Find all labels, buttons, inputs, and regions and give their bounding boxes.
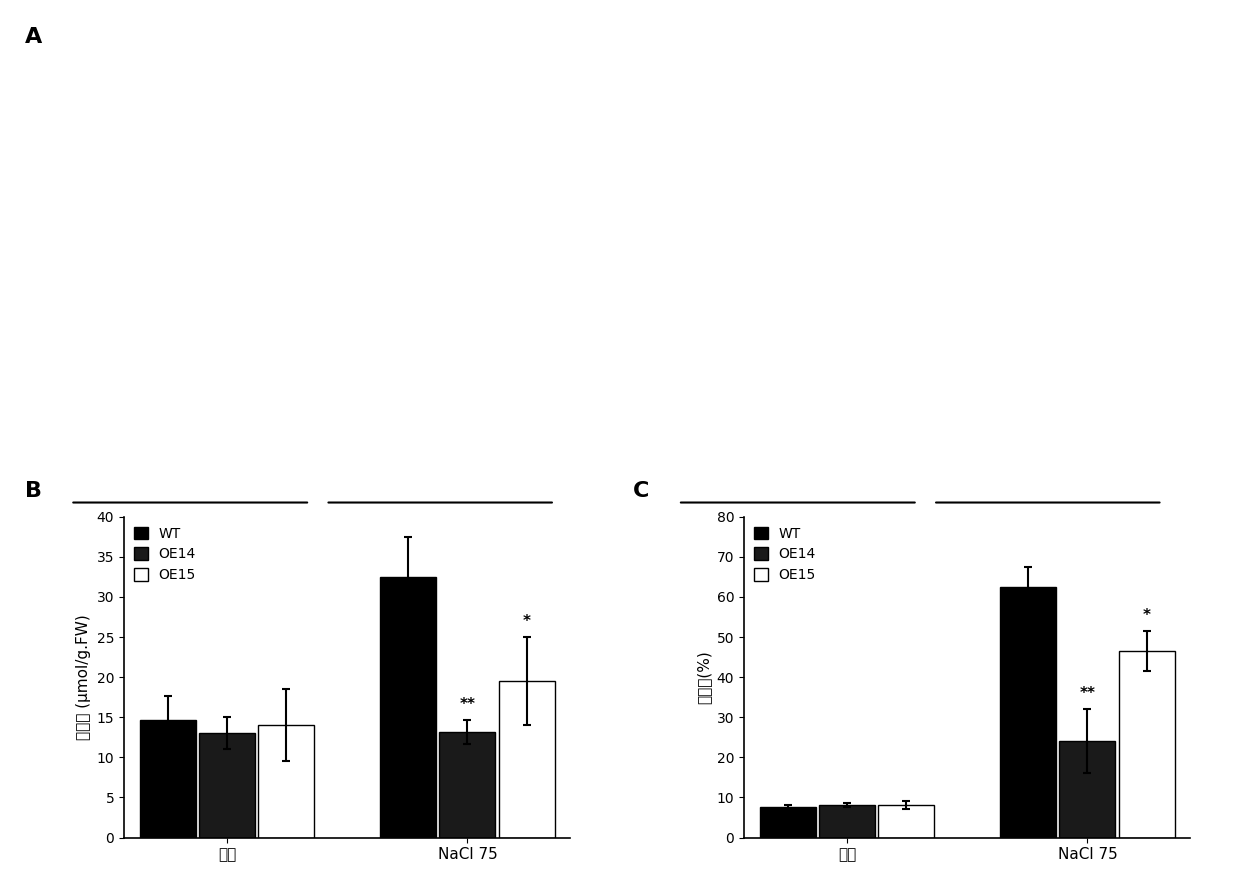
Text: *: *: [1143, 608, 1151, 623]
Y-axis label: 电导率(%): 电导率(%): [696, 650, 711, 704]
Text: A: A: [25, 27, 42, 46]
Text: **: **: [1079, 686, 1095, 701]
Text: C: C: [632, 481, 649, 501]
Bar: [140, 720, 196, 838]
Bar: [760, 807, 816, 838]
Legend: WT, OE14, OE15: WT, OE14, OE15: [751, 524, 818, 585]
Bar: [379, 577, 436, 838]
Ellipse shape: [1021, 426, 1086, 451]
Ellipse shape: [97, 426, 190, 451]
Text: WT OE14: WT OE14: [755, 524, 820, 538]
Ellipse shape: [937, 426, 1022, 451]
Text: WT OE15: WT OE15: [408, 524, 472, 538]
Text: *: *: [523, 614, 531, 629]
Text: WT OE15: WT OE15: [1016, 524, 1080, 538]
Bar: [439, 732, 496, 838]
Text: **: **: [459, 697, 475, 712]
Text: WT OE14: WT OE14: [148, 524, 212, 538]
Bar: [878, 805, 935, 838]
Ellipse shape: [179, 426, 254, 451]
Bar: [999, 587, 1056, 838]
Bar: [258, 725, 315, 838]
Ellipse shape: [326, 426, 419, 451]
Ellipse shape: [709, 426, 794, 451]
Text: B: B: [25, 481, 42, 501]
Y-axis label: 丙二醉 (μmol/g.FW): 丙二醉 (μmol/g.FW): [76, 614, 91, 740]
Text: 正常: 正常: [299, 576, 321, 593]
Bar: [198, 733, 255, 838]
Legend: WT, OE14, OE15: WT, OE14, OE15: [131, 524, 198, 585]
Text: NaCl 50: NaCl 50: [882, 576, 954, 593]
Bar: [1118, 651, 1174, 838]
Ellipse shape: [408, 426, 482, 451]
Bar: [1059, 741, 1116, 838]
Bar: [818, 805, 875, 838]
Bar: [498, 681, 554, 838]
Ellipse shape: [791, 426, 857, 451]
